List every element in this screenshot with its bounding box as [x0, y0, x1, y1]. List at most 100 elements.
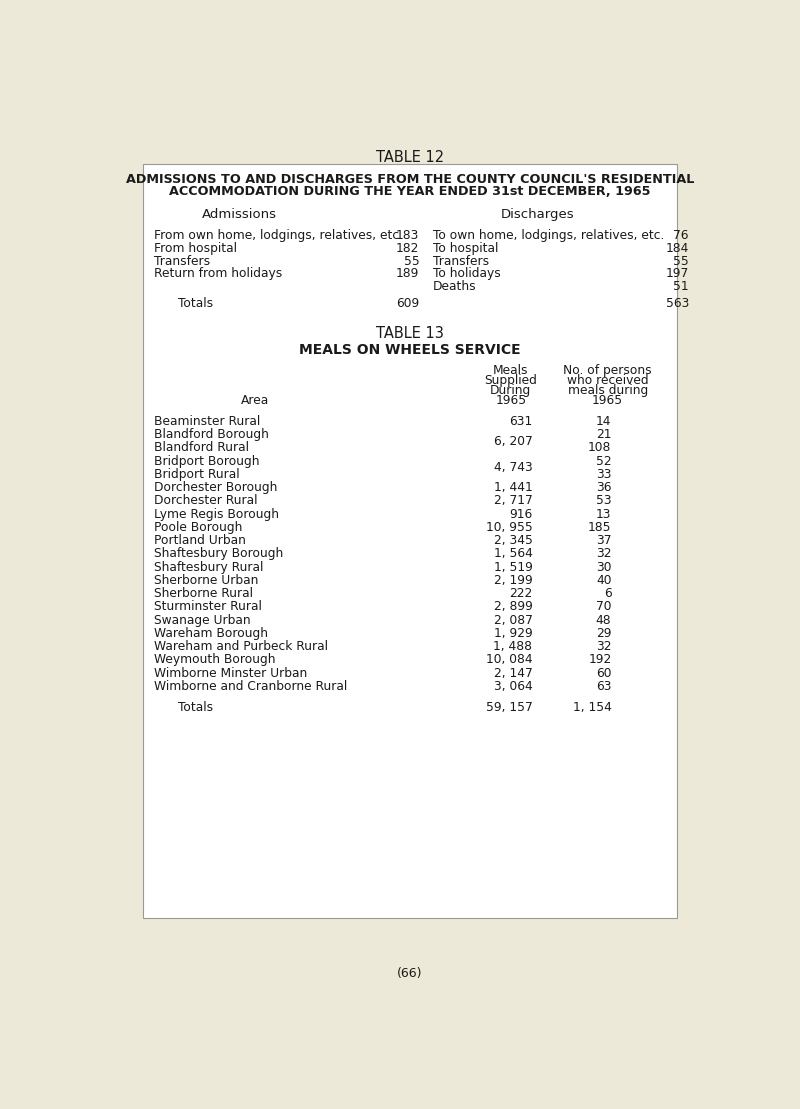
Text: Return from holidays: Return from holidays — [154, 267, 282, 281]
Text: 1, 929: 1, 929 — [494, 627, 533, 640]
Text: 182: 182 — [396, 242, 419, 255]
Text: Portland Urban: Portland Urban — [154, 535, 246, 547]
Text: 183: 183 — [396, 230, 419, 243]
Text: 2, 147: 2, 147 — [494, 667, 533, 680]
Text: 1, 154: 1, 154 — [573, 701, 611, 714]
Text: Swanage Urban: Swanage Urban — [154, 613, 251, 627]
Text: 1, 441: 1, 441 — [494, 481, 533, 495]
Text: 1, 519: 1, 519 — [494, 560, 533, 573]
Text: 197: 197 — [666, 267, 689, 281]
Text: Sherborne Rural: Sherborne Rural — [154, 587, 254, 600]
Text: TABLE 12: TABLE 12 — [376, 150, 444, 165]
Text: 609: 609 — [396, 297, 419, 311]
Text: To own home, lodgings, relatives, etc.: To own home, lodgings, relatives, etc. — [434, 230, 665, 243]
Text: 76: 76 — [674, 230, 689, 243]
Text: 10, 955: 10, 955 — [486, 521, 533, 533]
Text: From hospital: From hospital — [154, 242, 238, 255]
Text: Shaftesbury Rural: Shaftesbury Rural — [154, 560, 264, 573]
Text: 6, 207: 6, 207 — [494, 435, 533, 448]
Text: 916: 916 — [510, 508, 533, 520]
Text: who received: who received — [567, 374, 649, 387]
Text: 30: 30 — [596, 560, 611, 573]
Text: Bridport Borough: Bridport Borough — [154, 455, 260, 468]
Text: Poole Borough: Poole Borough — [154, 521, 242, 533]
Text: 52: 52 — [596, 455, 611, 468]
Text: 70: 70 — [596, 600, 611, 613]
Text: To hospital: To hospital — [434, 242, 498, 255]
Text: 32: 32 — [596, 640, 611, 653]
Text: 6: 6 — [604, 587, 611, 600]
Text: 3, 064: 3, 064 — [494, 680, 533, 693]
Text: Dorchester Rural: Dorchester Rural — [154, 495, 258, 507]
Text: 2, 345: 2, 345 — [494, 535, 533, 547]
Text: 33: 33 — [596, 468, 611, 481]
Text: 55: 55 — [403, 255, 419, 267]
Text: 10, 084: 10, 084 — [486, 653, 533, 667]
Text: Weymouth Borough: Weymouth Borough — [154, 653, 276, 667]
Text: 32: 32 — [596, 548, 611, 560]
Text: During: During — [490, 384, 531, 397]
Text: Admissions: Admissions — [202, 207, 277, 221]
Text: 2, 199: 2, 199 — [494, 573, 533, 587]
Text: 108: 108 — [588, 441, 611, 455]
Text: (66): (66) — [398, 967, 422, 980]
Text: 55: 55 — [674, 255, 689, 267]
Text: 14: 14 — [596, 415, 611, 428]
Text: MEALS ON WHEELS SERVICE: MEALS ON WHEELS SERVICE — [299, 343, 521, 356]
Text: Wimborne Minster Urban: Wimborne Minster Urban — [154, 667, 307, 680]
Text: 1, 564: 1, 564 — [494, 548, 533, 560]
Text: 563: 563 — [666, 297, 689, 311]
Bar — [142, 164, 678, 918]
Text: From own home, lodgings, relatives, etc.: From own home, lodgings, relatives, etc. — [154, 230, 403, 243]
Text: 222: 222 — [510, 587, 533, 600]
Text: To holidays: To holidays — [434, 267, 501, 281]
Text: 4, 743: 4, 743 — [494, 461, 533, 475]
Text: 13: 13 — [596, 508, 611, 520]
Text: 192: 192 — [588, 653, 611, 667]
Text: Sherborne Urban: Sherborne Urban — [154, 573, 258, 587]
Text: 631: 631 — [510, 415, 533, 428]
Text: Transfers: Transfers — [434, 255, 490, 267]
Text: Area: Area — [241, 394, 269, 407]
Text: ACCOMMODATION DURING THE YEAR ENDED 31st DECEMBER, 1965: ACCOMMODATION DURING THE YEAR ENDED 31st… — [170, 185, 650, 197]
Text: 40: 40 — [596, 573, 611, 587]
Text: Lyme Regis Borough: Lyme Regis Borough — [154, 508, 279, 520]
Text: 59, 157: 59, 157 — [486, 701, 533, 714]
Text: Discharges: Discharges — [501, 207, 574, 221]
Text: Beaminster Rural: Beaminster Rural — [154, 415, 261, 428]
Text: 21: 21 — [596, 428, 611, 441]
Text: 29: 29 — [596, 627, 611, 640]
Text: 63: 63 — [596, 680, 611, 693]
Text: No. of persons: No. of persons — [563, 364, 652, 377]
Text: Shaftesbury Borough: Shaftesbury Borough — [154, 548, 283, 560]
Text: Blandford Borough: Blandford Borough — [154, 428, 269, 441]
Text: Deaths: Deaths — [434, 281, 477, 293]
Text: Totals: Totals — [178, 701, 213, 714]
Text: 189: 189 — [396, 267, 419, 281]
Text: Blandford Rural: Blandford Rural — [154, 441, 250, 455]
Text: 2, 899: 2, 899 — [494, 600, 533, 613]
Text: 1965: 1965 — [495, 394, 526, 407]
Text: Dorchester Borough: Dorchester Borough — [154, 481, 278, 495]
Text: 37: 37 — [596, 535, 611, 547]
Text: ADMISSIONS TO AND DISCHARGES FROM THE COUNTY COUNCIL'S RESIDENTIAL: ADMISSIONS TO AND DISCHARGES FROM THE CO… — [126, 173, 694, 186]
Text: 48: 48 — [596, 613, 611, 627]
Text: Wareham and Purbeck Rural: Wareham and Purbeck Rural — [154, 640, 328, 653]
Text: 60: 60 — [596, 667, 611, 680]
Text: Totals: Totals — [178, 297, 213, 311]
Text: 184: 184 — [666, 242, 689, 255]
Text: 1965: 1965 — [592, 394, 623, 407]
Text: TABLE 13: TABLE 13 — [376, 326, 444, 340]
Text: 2, 717: 2, 717 — [494, 495, 533, 507]
Text: Transfers: Transfers — [154, 255, 210, 267]
Text: Bridport Rural: Bridport Rural — [154, 468, 240, 481]
Text: Supplied: Supplied — [484, 374, 537, 387]
Text: 185: 185 — [588, 521, 611, 533]
Text: Wareham Borough: Wareham Borough — [154, 627, 268, 640]
Text: 51: 51 — [674, 281, 689, 293]
Text: Wimborne and Cranborne Rural: Wimborne and Cranborne Rural — [154, 680, 347, 693]
Text: 53: 53 — [596, 495, 611, 507]
Text: meals during: meals during — [567, 384, 648, 397]
Text: 1, 488: 1, 488 — [494, 640, 533, 653]
Text: 36: 36 — [596, 481, 611, 495]
